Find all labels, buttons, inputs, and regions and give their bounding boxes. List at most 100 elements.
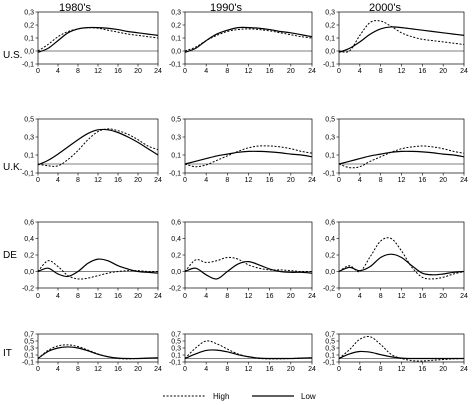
y-tick-label: 0,3	[325, 10, 335, 17]
series-line-low	[338, 253, 465, 276]
y-tick-label: 0,6	[24, 220, 34, 227]
x-tick-label: 8	[225, 68, 229, 75]
y-tick-label: -0,1	[323, 62, 335, 69]
series-line-high	[184, 28, 313, 52]
x-tick-label: 8	[379, 293, 383, 300]
x-tick-label: 12	[398, 366, 406, 373]
x-tick-label: 0	[337, 68, 341, 75]
x-tick-label: 24	[308, 177, 316, 184]
x-tick-label: 16	[114, 366, 122, 373]
x-tick-label: 8	[379, 68, 383, 75]
x-tick-label: 4	[56, 293, 60, 300]
y-tick-label: 0,1	[24, 36, 34, 43]
y-tick-label: -0,2	[22, 286, 34, 293]
x-tick-label: 24	[308, 68, 316, 75]
plot-frame	[37, 221, 159, 289]
x-tick-label: 12	[94, 68, 102, 75]
y-tick-label: -0,1	[169, 171, 181, 178]
x-tick-label: 12	[398, 293, 406, 300]
x-tick-label: 16	[266, 68, 274, 75]
x-tick-label: 8	[76, 177, 80, 184]
y-tick-label: -0,2	[323, 286, 335, 293]
y-tick-label: 0,1	[24, 153, 34, 160]
y-tick-label: -0,1	[323, 171, 335, 178]
y-tick-label: 0,1	[325, 153, 335, 160]
y-tick-label: 0,2	[171, 23, 181, 30]
y-tick-label: 0,1	[24, 353, 34, 360]
y-tick-label: 0,3	[325, 135, 335, 142]
y-tick-label: 0,0	[325, 269, 335, 276]
x-tick-label: 24	[154, 366, 162, 373]
legend-low-label: Low	[301, 392, 316, 401]
series-line-low	[184, 260, 313, 280]
x-tick-label: 16	[266, 366, 274, 373]
x-tick-label: 24	[460, 68, 468, 75]
y-tick-label: 0,6	[171, 220, 181, 227]
x-tick-label: 24	[308, 366, 316, 373]
series-line-low	[184, 349, 313, 360]
panel-u-k-1990-s: -0,1 0,1 0,3 0,5 0 4 8 12 16 20 24	[169, 117, 316, 185]
x-tick-label: 12	[245, 68, 253, 75]
y-tick-label: 0,4	[171, 236, 181, 243]
plot-frame	[184, 333, 313, 363]
series-line-high	[37, 260, 159, 280]
y-tick-label: 0,0	[325, 49, 335, 56]
y-tick-label: -0,1	[22, 360, 34, 367]
y-tick-label: 0,4	[325, 236, 335, 243]
x-tick-label: 24	[154, 177, 162, 184]
series-line-high	[37, 27, 159, 52]
y-tick-label: -0,1	[323, 360, 335, 367]
x-tick-label: 24	[308, 293, 316, 300]
x-tick-label: 20	[287, 68, 295, 75]
plot-frame	[184, 118, 313, 174]
y-tick-label: -0,1	[169, 62, 181, 69]
y-tick-label: 0,5	[325, 117, 335, 124]
series-line-high	[184, 256, 313, 273]
x-tick-label: 8	[76, 293, 80, 300]
y-tick-label: 0,2	[325, 23, 335, 30]
panel-u-s-2000-s: -0,1 0,0 0,1 0,2 0,3 0 4 8 12 16 20 24	[323, 10, 468, 76]
y-tick-label: 0,2	[24, 253, 34, 260]
x-tick-label: 24	[154, 293, 162, 300]
series-line-high	[37, 128, 159, 167]
plot-frame	[338, 221, 465, 289]
x-tick-label: 12	[245, 366, 253, 373]
y-tick-label: 0,0	[24, 269, 34, 276]
x-tick-label: 20	[287, 177, 295, 184]
y-tick-label: 0,1	[171, 153, 181, 160]
x-tick-label: 4	[358, 177, 362, 184]
x-tick-label: 0	[183, 293, 187, 300]
x-tick-label: 20	[439, 293, 447, 300]
x-tick-label: 8	[225, 366, 229, 373]
plot-frame	[184, 221, 313, 289]
y-tick-label: 0,3	[24, 135, 34, 142]
x-tick-label: 8	[379, 177, 383, 184]
panel-de-1990-s: -0,2 0,0 0,2 0,4 0,6 0 4 8 12 16 20 24	[169, 220, 316, 301]
x-tick-label: 20	[134, 366, 142, 373]
x-tick-label: 12	[94, 293, 102, 300]
x-tick-label: 20	[134, 68, 142, 75]
x-tick-label: 0	[36, 366, 40, 373]
x-tick-label: 4	[358, 366, 362, 373]
series-line-high	[338, 20, 465, 53]
y-tick-label: 0,3	[171, 10, 181, 17]
column-title: 1980's	[59, 2, 92, 14]
x-tick-label: 12	[94, 177, 102, 184]
series-line-low	[184, 26, 313, 53]
x-tick-label: 20	[134, 293, 142, 300]
y-tick-label: 0,1	[325, 36, 335, 43]
y-tick-label: 0,0	[171, 49, 181, 56]
y-tick-label: 0,3	[24, 346, 34, 353]
y-tick-label: 0,5	[171, 339, 181, 346]
series-line-low	[37, 258, 159, 278]
y-tick-label: 0,5	[171, 117, 181, 124]
x-tick-label: 20	[439, 177, 447, 184]
x-tick-label: 16	[418, 366, 426, 373]
row-label: IT	[3, 348, 12, 359]
y-tick-label: 0,7	[171, 332, 181, 339]
x-tick-label: 0	[36, 293, 40, 300]
plot-frame	[338, 118, 465, 174]
series-line-low	[338, 150, 465, 165]
x-tick-label: 8	[225, 293, 229, 300]
panel-u-k-1980-s: -0,1 0,1 0,3 0,5 0 4 8 12 16 20 24	[22, 117, 162, 185]
